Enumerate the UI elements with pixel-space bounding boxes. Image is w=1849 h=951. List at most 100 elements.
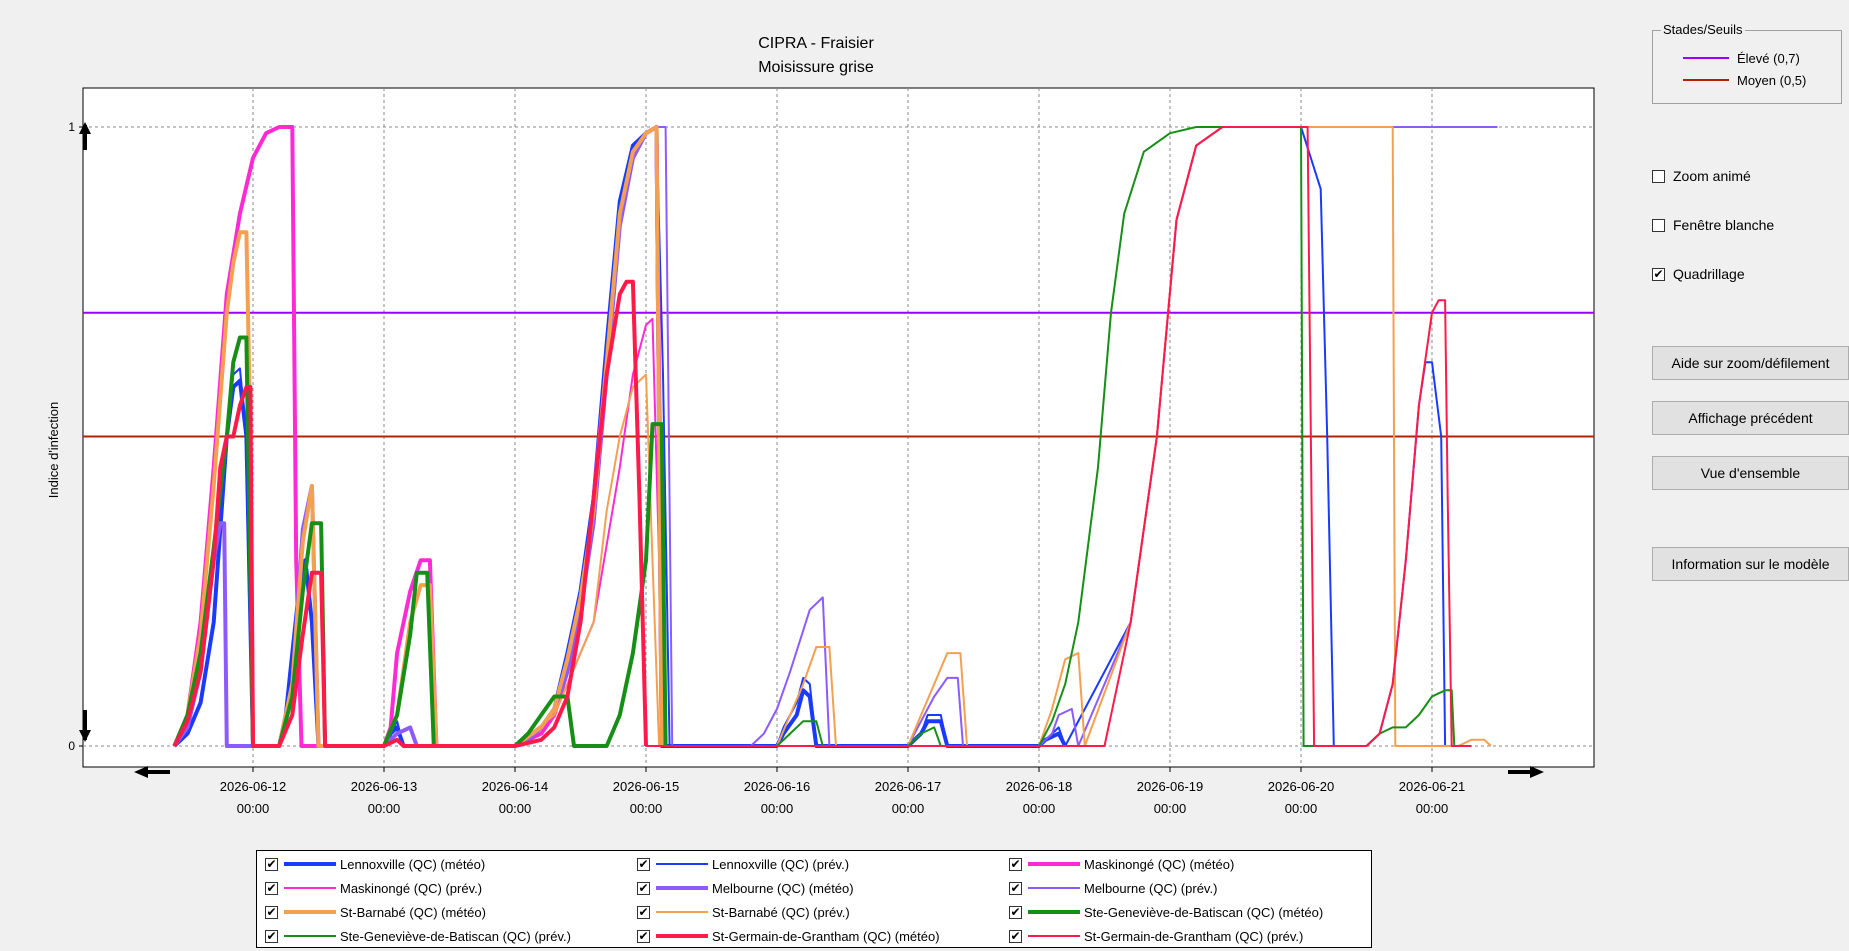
y-scroll-arrow-up-icon[interactable] [79, 122, 91, 150]
legend-label: Maskinongé (QC) (prév.) [340, 880, 483, 896]
x-tick-date: 2026-06-12 [220, 779, 287, 794]
legend-swatch [1028, 862, 1080, 866]
x-tick-date: 2026-06-21 [1399, 779, 1466, 794]
legend-check-icon[interactable]: ✔ [637, 880, 650, 895]
x-tick-time: 00:00 [368, 801, 401, 816]
legend-item[interactable]: ✔ Melbourne (QC) (météo) [637, 877, 854, 899]
legend-check-icon[interactable]: ✔ [1009, 928, 1022, 943]
legend-swatch [656, 934, 708, 938]
legend-item[interactable]: ✔ St-Germain-de-Grantham (QC) (météo) [637, 925, 940, 947]
legend-swatch [656, 886, 708, 890]
x-tick-time: 00:00 [892, 801, 925, 816]
x-tick-date: 2026-06-13 [351, 779, 418, 794]
legend-item[interactable]: ✔ St-Germain-de-Grantham (QC) (prév.) [1009, 925, 1303, 947]
threshold-mid-swatch [1683, 79, 1729, 81]
x-tick-time: 00:00 [630, 801, 663, 816]
previous-view-button[interactable]: Affichage précédent [1652, 401, 1849, 435]
legend-swatch [284, 910, 336, 914]
x-tick-date: 2026-06-20 [1268, 779, 1335, 794]
chart-subtitle: Moisissure grise [758, 59, 874, 76]
legend-check-icon[interactable]: ✔ [1009, 880, 1022, 895]
legend-check-icon[interactable]: ✔ [1009, 904, 1022, 919]
thresholds-group-title: Stades/Seuils [1661, 22, 1745, 37]
x-tick-date: 2026-06-15 [613, 779, 680, 794]
x-tick-time: 00:00 [761, 801, 794, 816]
legend-label: St-Barnabé (QC) (prév.) [712, 904, 850, 920]
threshold-mid-row: Moyen (0,5) [1683, 71, 1806, 89]
legend-swatch [284, 935, 336, 937]
thresholds-group: Stades/Seuils Élevé (0,7) Moyen (0,5) [1652, 22, 1842, 104]
x-tick-time: 00:00 [1023, 801, 1056, 816]
threshold-mid-label: Moyen (0,5) [1737, 72, 1807, 88]
legend-label: Maskinongé (QC) (météo) [1084, 856, 1235, 872]
legend-swatch [1028, 910, 1080, 914]
zoom-anime-label: Zoom animé [1673, 168, 1751, 184]
chart-canvas[interactable]: 0 1 2026-06-12 00:00 2026-06-13 00:00 2026-06-… [0, 0, 1640, 850]
legend-item[interactable]: ✔ Ste-Geneviève-de-Batiscan (QC) (prév.) [265, 925, 571, 947]
legend-check-icon[interactable]: ✔ [637, 856, 650, 871]
legend-check-icon[interactable]: ✔ [265, 856, 278, 871]
threshold-lines [83, 311, 1594, 438]
legend-label: St-Germain-de-Grantham (QC) (météo) [712, 928, 940, 944]
axes: 0 1 2026-06-12 00:00 2026-06-13 00:00 2026-06-… [68, 120, 1465, 816]
legend-check-icon[interactable]: ✔ [637, 904, 650, 919]
legend-label: St-Germain-de-Grantham (QC) (prév.) [1084, 928, 1304, 944]
legend-check-icon[interactable]: ✔ [265, 880, 278, 895]
x-tick-date: 2026-06-19 [1137, 779, 1204, 794]
x-tick-date: 2026-06-18 [1006, 779, 1073, 794]
overview-button[interactable]: Vue d'ensemble [1652, 456, 1849, 490]
fenetre-blanche-checkbox[interactable]: Fenêtre blanche [1652, 216, 1774, 234]
threshold-high-label: Élevé (0,7) [1737, 50, 1800, 66]
legend-swatch [1028, 887, 1080, 889]
legend-label: Lennoxville (QC) (météo) [340, 856, 486, 872]
y-tick-label: 0 [68, 739, 75, 753]
x-scroll-arrow-left-icon[interactable] [134, 766, 170, 778]
x-tick-date: 2026-06-17 [875, 779, 942, 794]
legend-label: Melbourne (QC) (prév.) [1084, 880, 1218, 896]
x-tick-time: 00:00 [1285, 801, 1318, 816]
legend-label: St-Barnabé (QC) (météo) [340, 904, 486, 920]
legend-item[interactable]: ✔ Lennoxville (QC) (météo) [265, 853, 485, 875]
legend-check-icon[interactable]: ✔ [265, 928, 278, 943]
x-tick-time: 00:00 [1416, 801, 1449, 816]
legend-swatch [284, 887, 336, 889]
x-tick-date: 2026-06-16 [744, 779, 811, 794]
x-tick-time: 00:00 [1154, 801, 1187, 816]
legend-check-icon[interactable]: ✔ [637, 928, 650, 943]
legend-item[interactable]: ✔ St-Barnabé (QC) (prév.) [637, 901, 850, 923]
plot-area[interactable] [82, 87, 1595, 768]
legend-check-icon[interactable]: ✔ [265, 904, 278, 919]
zoom-anime-checkbox[interactable]: Zoom animé [1652, 167, 1751, 185]
legend-label: Melbourne (QC) (météo) [712, 880, 854, 896]
legend-item[interactable]: ✔ Lennoxville (QC) (prév.) [637, 853, 849, 875]
quadrillage-checkbox[interactable]: ✔ Quadrillage [1652, 265, 1745, 283]
series-lines [172, 125, 1498, 748]
series-legend: ✔ Lennoxville (QC) (météo) ✔ Lennoxville (Q… [256, 850, 1372, 948]
y-axis-label: Indice d'infection [46, 402, 61, 498]
legend-swatch [656, 911, 708, 913]
model-info-button[interactable]: Information sur le modèle [1652, 547, 1849, 581]
zoom-help-button[interactable]: Aide sur zoom/défilement [1652, 346, 1849, 380]
series-line [173, 126, 1472, 747]
x-tick-date: 2026-06-14 [482, 779, 549, 794]
legend-item[interactable]: ✔ Maskinongé (QC) (météo) [1009, 853, 1234, 875]
y-tick-label: 1 [68, 120, 75, 134]
legend-item[interactable]: ✔ Ste-Geneviève-de-Batiscan (QC) (météo) [1009, 901, 1323, 923]
legend-label: Ste-Geneviève-de-Batiscan (QC) (météo) [1084, 904, 1324, 920]
legend-check-icon[interactable]: ✔ [1009, 856, 1022, 871]
y-scroll-arrow-down-icon[interactable] [79, 710, 91, 742]
zoom-anime-box[interactable] [1652, 169, 1665, 183]
x-tick-time: 00:00 [499, 801, 532, 816]
legend-swatch [656, 863, 708, 865]
quadrillage-check-icon[interactable]: ✔ [1652, 266, 1665, 281]
legend-swatch [284, 862, 336, 866]
x-scroll-arrow-right-icon[interactable] [1508, 766, 1544, 778]
legend-item[interactable]: ✔ Maskinongé (QC) (prév.) [265, 877, 482, 899]
threshold-high-swatch [1683, 57, 1729, 59]
quadrillage-label: Quadrillage [1673, 266, 1745, 282]
fenetre-blanche-label: Fenêtre blanche [1673, 217, 1775, 233]
legend-item[interactable]: ✔ Melbourne (QC) (prév.) [1009, 877, 1217, 899]
legend-label: Ste-Geneviève-de-Batiscan (QC) (prév.) [340, 928, 571, 944]
fenetre-blanche-box[interactable] [1652, 218, 1665, 232]
legend-item[interactable]: ✔ St-Barnabé (QC) (météo) [265, 901, 486, 923]
